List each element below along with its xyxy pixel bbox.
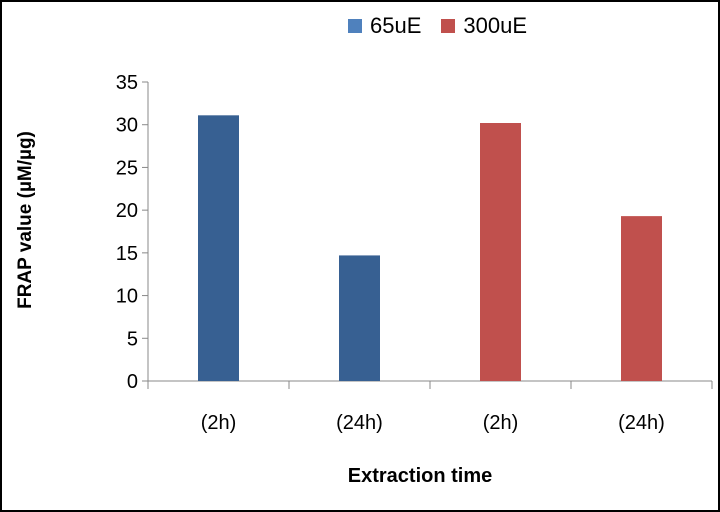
bar-65ue-1 (339, 255, 380, 381)
legend-swatch-300ue (441, 19, 456, 33)
x-axis-title: Extraction time (347, 465, 493, 487)
y-tick-label: 5 (127, 328, 138, 350)
y-tick-label: 25 (116, 157, 138, 179)
y-tick-label: 20 (116, 200, 138, 222)
bar-300ue-2 (480, 123, 521, 382)
y-tick-label: 15 (116, 243, 138, 265)
x-tick-label: (2h) (483, 412, 519, 434)
bar-300ue-3 (621, 216, 662, 381)
y-tick-label: 30 (116, 115, 138, 137)
y-tick-label: 35 (116, 72, 138, 94)
legend: 65uE 300uE (348, 12, 527, 40)
legend-item-300ue: 300uE (441, 13, 527, 39)
legend-item-65ue: 65uE (348, 13, 421, 39)
y-tick-label: 0 (127, 371, 138, 393)
legend-label-65ue: 65uE (370, 13, 422, 38)
x-tick-label: (2h) (201, 412, 237, 434)
x-tick-label: (24h) (336, 412, 383, 434)
bar-65ue-0 (198, 115, 239, 382)
x-tick-label: (24h) (618, 412, 665, 434)
legend-label-300ue: 300uE (463, 13, 528, 38)
legend-swatch-65ue (348, 19, 362, 33)
y-tick-label: 10 (116, 286, 138, 308)
